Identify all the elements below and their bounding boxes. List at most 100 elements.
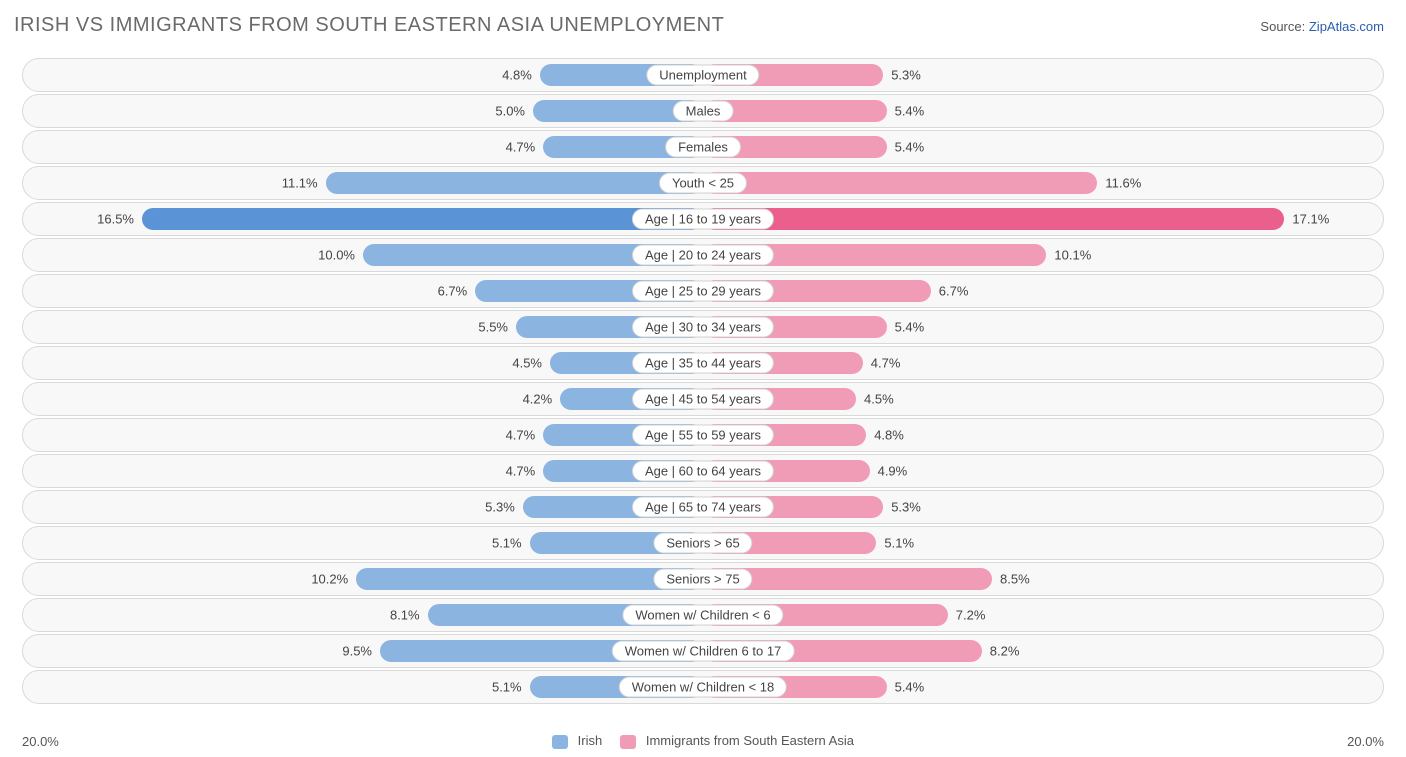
source-label: Source: xyxy=(1260,19,1305,34)
value-immigrants: 5.1% xyxy=(876,536,914,551)
right-half: 4.8% xyxy=(703,419,1383,451)
category-pill: Age | 60 to 64 years xyxy=(632,461,774,482)
left-half: 4.7% xyxy=(23,131,703,163)
chart-row: 11.1% 11.6% Youth < 25 xyxy=(22,166,1384,200)
bar-immigrants: 17.1% xyxy=(703,208,1284,230)
right-half: 17.1% xyxy=(703,203,1383,235)
axis-max-right: 20.0% xyxy=(1347,734,1384,749)
value-immigrants: 11.6% xyxy=(1097,176,1141,191)
left-half: 4.2% xyxy=(23,383,703,415)
category-pill: Age | 65 to 74 years xyxy=(632,497,774,518)
category-pill: Age | 35 to 44 years xyxy=(632,353,774,374)
value-immigrants: 5.3% xyxy=(883,500,921,515)
category-pill: Women w/ Children < 6 xyxy=(622,605,783,626)
left-half: 5.5% xyxy=(23,311,703,343)
category-pill: Age | 45 to 54 years xyxy=(632,389,774,410)
right-half: 4.7% xyxy=(703,347,1383,379)
value-immigrants: 4.5% xyxy=(856,392,894,407)
legend-swatch-immigrants xyxy=(620,735,636,749)
chart-row: 9.5% 8.2% Women w/ Children 6 to 17 xyxy=(22,634,1384,668)
chart-row: 4.8%5.3%Unemployment xyxy=(22,58,1384,92)
value-irish: 4.7% xyxy=(506,140,544,155)
left-half: 9.5% xyxy=(23,635,703,667)
left-half: 6.7% xyxy=(23,275,703,307)
left-half: 5.1% xyxy=(23,671,703,703)
left-half: 5.0% xyxy=(23,95,703,127)
left-half: 10.0% xyxy=(23,239,703,271)
chart-row: 16.5%17.1%Age | 16 to 19 years xyxy=(22,202,1384,236)
chart-row: 4.7% 4.8% Age | 55 to 59 years xyxy=(22,418,1384,452)
chart-row: 10.2%8.5%Seniors > 75 xyxy=(22,562,1384,596)
chart-row: 4.7%5.4%Females xyxy=(22,130,1384,164)
value-irish: 11.1% xyxy=(282,176,326,191)
value-immigrants: 17.1% xyxy=(1284,212,1329,227)
value-irish: 4.2% xyxy=(523,392,561,407)
legend-swatch-irish xyxy=(552,735,568,749)
legend-item-irish: Irish xyxy=(552,733,602,749)
value-immigrants: 8.5% xyxy=(992,572,1030,587)
value-immigrants: 5.4% xyxy=(887,104,925,119)
value-immigrants: 5.3% xyxy=(883,68,921,83)
value-irish: 4.5% xyxy=(512,356,550,371)
chart-row: 5.1% 5.4% Women w/ Children < 18 xyxy=(22,670,1384,704)
chart-row: 10.0%10.1%Age | 20 to 24 years xyxy=(22,238,1384,272)
left-half: 4.7% xyxy=(23,455,703,487)
right-half: 11.6% xyxy=(703,167,1383,199)
chart-row: 8.1% 7.2% Women w/ Children < 6 xyxy=(22,598,1384,632)
value-immigrants: 4.8% xyxy=(866,428,904,443)
right-half: 5.4% xyxy=(703,131,1383,163)
chart-title: IRISH VS IMMIGRANTS FROM SOUTH EASTERN A… xyxy=(14,14,724,37)
category-pill: Age | 25 to 29 years xyxy=(632,281,774,302)
category-pill: Youth < 25 xyxy=(659,173,747,194)
value-irish: 16.5% xyxy=(97,212,142,227)
value-irish: 10.0% xyxy=(318,248,363,263)
value-immigrants: 7.2% xyxy=(948,608,986,623)
left-half: 4.5% xyxy=(23,347,703,379)
left-half: 5.1% xyxy=(23,527,703,559)
value-irish: 5.1% xyxy=(492,536,530,551)
right-half: 7.2% xyxy=(703,599,1383,631)
value-immigrants: 5.4% xyxy=(887,140,925,155)
source-link[interactable]: ZipAtlas.com xyxy=(1309,19,1384,34)
value-irish: 5.5% xyxy=(478,320,516,335)
category-pill: Age | 55 to 59 years xyxy=(632,425,774,446)
chart-row: 4.2% 4.5% Age | 45 to 54 years xyxy=(22,382,1384,416)
legend-label-irish: Irish xyxy=(578,733,603,748)
value-irish: 9.5% xyxy=(342,644,380,659)
bar-irish: 16.5% xyxy=(142,208,703,230)
value-irish: 4.7% xyxy=(506,464,544,479)
value-immigrants: 5.4% xyxy=(887,320,925,335)
chart-row: 5.1% 5.1% Seniors > 65 xyxy=(22,526,1384,560)
left-half: 8.1% xyxy=(23,599,703,631)
right-half: 6.7% xyxy=(703,275,1383,307)
left-half: 4.8% xyxy=(23,59,703,91)
chart-row: 6.7%6.7%Age | 25 to 29 years xyxy=(22,274,1384,308)
chart-row: 4.7% 4.9%Age | 60 to 64 years xyxy=(22,454,1384,488)
chart-row: 4.5% 4.7%Age | 35 to 44 years xyxy=(22,346,1384,380)
right-half: 4.9% xyxy=(703,455,1383,487)
axis-max-left: 20.0% xyxy=(22,734,59,749)
left-half: 16.5% xyxy=(23,203,703,235)
right-half: 5.4% xyxy=(703,311,1383,343)
right-half: 5.4% xyxy=(703,95,1383,127)
value-irish: 5.0% xyxy=(495,104,533,119)
category-pill: Age | 16 to 19 years xyxy=(632,209,774,230)
value-immigrants: 5.4% xyxy=(887,680,925,695)
category-pill: Women w/ Children 6 to 17 xyxy=(612,641,795,662)
value-irish: 5.1% xyxy=(492,680,530,695)
value-irish: 4.7% xyxy=(506,428,544,443)
left-half: 4.7% xyxy=(23,419,703,451)
category-pill: Women w/ Children < 18 xyxy=(619,677,787,698)
right-half: 5.1% xyxy=(703,527,1383,559)
legend-label-immigrants: Immigrants from South Eastern Asia xyxy=(646,733,854,748)
right-half: 5.4% xyxy=(703,671,1383,703)
category-pill: Seniors > 65 xyxy=(653,533,752,554)
value-irish: 4.8% xyxy=(502,68,540,83)
value-immigrants: 8.2% xyxy=(982,644,1020,659)
chart-row: 5.5%5.4%Age | 30 to 34 years xyxy=(22,310,1384,344)
right-half: 4.5% xyxy=(703,383,1383,415)
legend: Irish Immigrants from South Eastern Asia xyxy=(552,733,854,749)
value-immigrants: 6.7% xyxy=(931,284,969,299)
category-pill: Age | 20 to 24 years xyxy=(632,245,774,266)
left-half: 10.2% xyxy=(23,563,703,595)
